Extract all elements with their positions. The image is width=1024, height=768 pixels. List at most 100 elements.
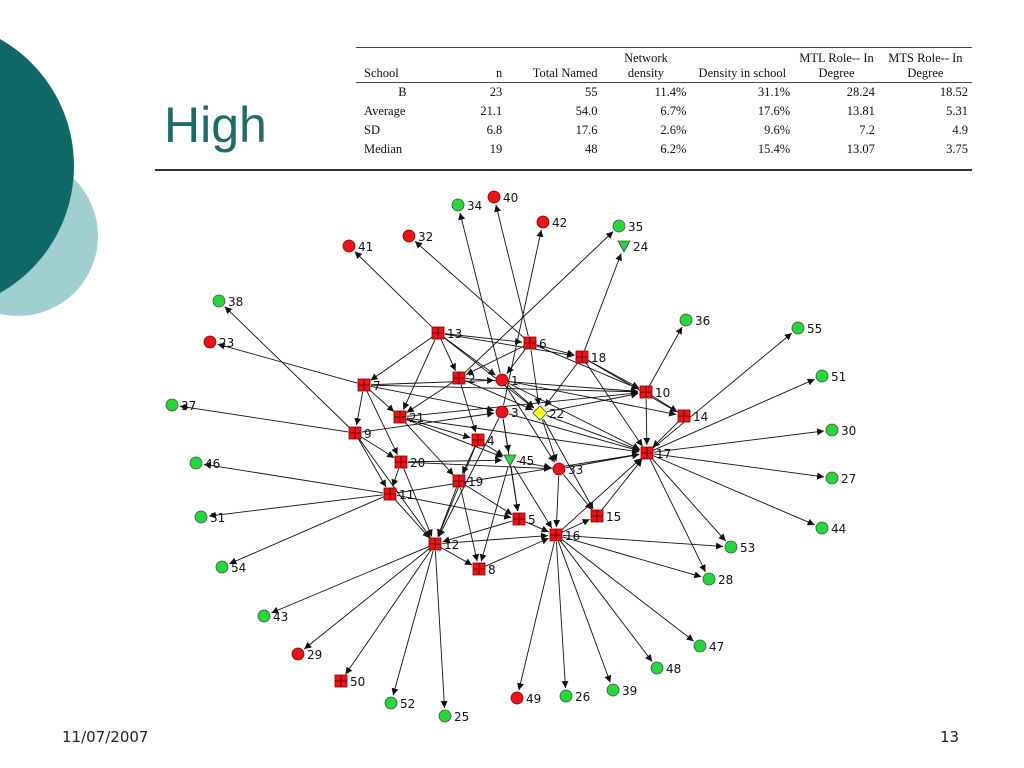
edge-12-to-16 bbox=[441, 532, 549, 544]
node-cross-12 bbox=[429, 538, 441, 550]
edge-16-to-47 bbox=[561, 538, 694, 642]
node-47: 47 bbox=[693, 639, 724, 654]
edge-11-to-5 bbox=[396, 494, 512, 520]
edge-22-to-15 bbox=[542, 418, 594, 510]
node-cross-20 bbox=[395, 456, 407, 468]
edge-18-to-24 bbox=[584, 253, 622, 351]
node-label-49: 49 bbox=[526, 692, 541, 706]
edge-7-to-20 bbox=[366, 391, 398, 455]
node-cross-2 bbox=[453, 372, 465, 384]
header-total-named: Total Named bbox=[506, 47, 602, 83]
edge-16-to-48 bbox=[559, 540, 653, 662]
edge-8-to-16 bbox=[485, 537, 549, 567]
node-marker-22 bbox=[532, 405, 548, 421]
edge-2-to-4 bbox=[460, 384, 477, 433]
node-8: 8 bbox=[472, 562, 496, 577]
edge-6-to-32 bbox=[414, 240, 526, 339]
node-marker-41 bbox=[342, 239, 356, 253]
node-label-11: 11 bbox=[399, 488, 414, 502]
node-label-46: 46 bbox=[205, 457, 220, 471]
edge-7-to-10 bbox=[370, 384, 639, 396]
header-density-in-school: Density in school bbox=[690, 47, 795, 83]
edge-20-to-12 bbox=[403, 468, 433, 537]
edge-6-to-18 bbox=[536, 344, 575, 357]
node-label-24: 24 bbox=[633, 240, 648, 254]
node-15: 15 bbox=[590, 509, 621, 524]
table-cell: 6.2% bbox=[660, 142, 687, 156]
edge-5-to-16 bbox=[525, 521, 549, 533]
node-label-6: 6 bbox=[539, 337, 547, 351]
node-26: 26 bbox=[559, 689, 590, 704]
node-marker-24 bbox=[617, 240, 631, 253]
edge-1-to-14 bbox=[508, 380, 677, 417]
table-cell: 13.81 bbox=[846, 104, 875, 118]
node-label-33: 33 bbox=[568, 463, 583, 477]
node-label-44: 44 bbox=[831, 522, 846, 536]
node-marker-45 bbox=[503, 454, 517, 467]
edge-45-to-16 bbox=[513, 465, 553, 529]
node-marker-43 bbox=[257, 609, 271, 623]
node-39: 39 bbox=[606, 683, 637, 698]
node-1: 1 bbox=[495, 373, 519, 388]
node-cross-7 bbox=[358, 379, 370, 391]
node-label-55: 55 bbox=[807, 322, 822, 336]
edge-7-to-1 bbox=[370, 377, 495, 386]
table-cell: Median bbox=[364, 142, 403, 156]
slide-title: High bbox=[164, 97, 267, 153]
node-label-19: 19 bbox=[468, 475, 483, 489]
table-cell: SD bbox=[364, 123, 380, 137]
node-marker-53 bbox=[724, 540, 738, 554]
node-37: 37 bbox=[165, 398, 196, 413]
edge-17-to-53 bbox=[651, 457, 727, 542]
table-cell: 48 bbox=[585, 142, 598, 156]
table-row: SD 6.8 17.6 2.6% 9.6% 7.2 4.9 bbox=[356, 121, 972, 140]
table-row: Median 19 48 6.2% 15.4% 13.07 3.75 bbox=[356, 140, 972, 159]
node-marker-30 bbox=[825, 423, 839, 437]
edge-4-to-12 bbox=[437, 446, 476, 537]
node-label-9: 9 bbox=[364, 427, 372, 441]
edge-10-to-14 bbox=[651, 395, 678, 413]
node-29: 29 bbox=[291, 647, 322, 662]
node-53: 53 bbox=[724, 540, 755, 555]
node-label-36: 36 bbox=[695, 314, 710, 328]
footer-date: 11/07/2007 bbox=[62, 728, 149, 746]
node-32: 32 bbox=[402, 229, 433, 244]
table-cell: 17.6 bbox=[575, 123, 598, 137]
edge-15-to-17 bbox=[600, 458, 643, 511]
node-20: 20 bbox=[394, 455, 425, 470]
table-cell: 54.0 bbox=[575, 104, 598, 118]
node-cross-4 bbox=[472, 434, 484, 446]
dark-teal-circle bbox=[0, 38, 74, 294]
edge-16-to-39 bbox=[557, 541, 612, 683]
edge-16-to-53 bbox=[562, 535, 724, 550]
node-cross-18 bbox=[576, 351, 588, 363]
node-marker-32 bbox=[402, 229, 416, 243]
edge-16-to-49 bbox=[517, 541, 555, 691]
node-34: 34 bbox=[451, 198, 482, 213]
node-marker-26 bbox=[559, 689, 573, 703]
edge-20-to-11 bbox=[391, 468, 400, 487]
table-cell: 18.52 bbox=[939, 85, 968, 99]
node-label-45: 45 bbox=[519, 454, 534, 468]
node-28: 28 bbox=[702, 572, 733, 587]
table-cell: Average bbox=[364, 104, 406, 118]
node-cross-11 bbox=[384, 488, 396, 500]
edge-17-to-30 bbox=[653, 428, 825, 453]
node-marker-40 bbox=[487, 190, 501, 204]
edge-11-to-31 bbox=[208, 494, 384, 519]
edge-7-to-21 bbox=[368, 389, 395, 413]
edge-9-to-37 bbox=[179, 403, 349, 433]
node-marker-27 bbox=[825, 471, 839, 485]
node-cross-17 bbox=[641, 447, 653, 459]
node-cross-19 bbox=[453, 475, 465, 487]
edge-16-to-15 bbox=[562, 518, 590, 533]
node-label-16: 16 bbox=[565, 529, 580, 543]
node-marker-25 bbox=[438, 709, 452, 723]
edge-18-to-14 bbox=[587, 360, 678, 413]
node-marker-29 bbox=[291, 647, 305, 661]
node-marker-33 bbox=[552, 462, 566, 476]
node-24: 24 bbox=[617, 240, 648, 254]
node-label-4: 4 bbox=[487, 434, 495, 448]
node-label-32: 32 bbox=[418, 230, 433, 244]
